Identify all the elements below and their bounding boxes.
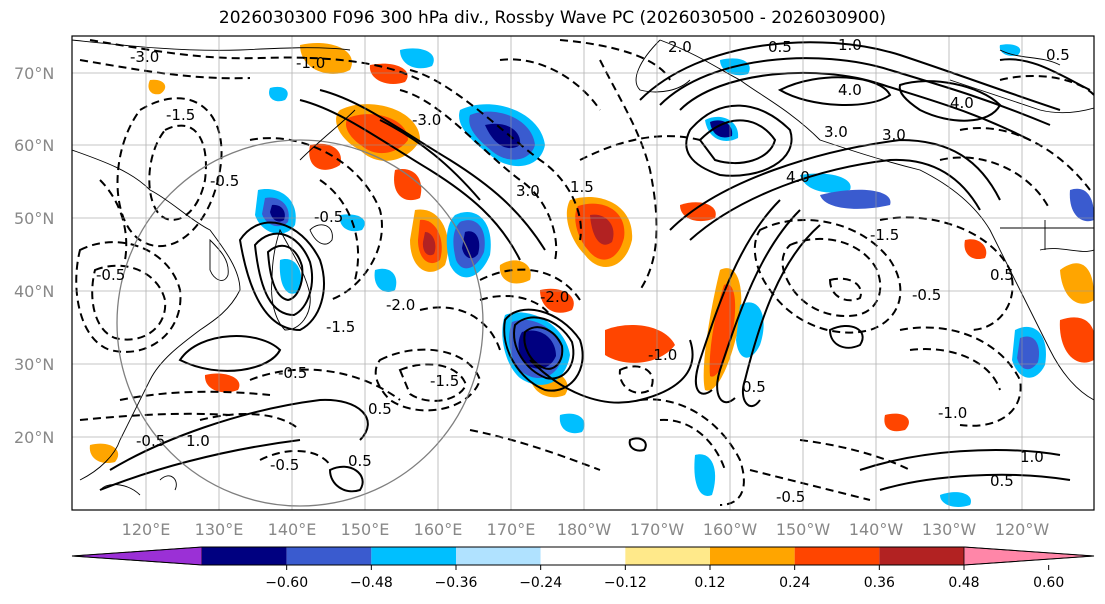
colorbar-segment <box>879 547 964 565</box>
svg-text:4.0: 4.0 <box>786 168 810 186</box>
colorbar-tick-label: 0.24 <box>779 575 810 591</box>
colorbar-segment <box>202 547 287 565</box>
svg-text:-0.5: -0.5 <box>776 488 805 506</box>
svg-text:0.5: 0.5 <box>348 452 372 470</box>
svg-text:-0.5: -0.5 <box>278 364 307 382</box>
colorbar-segment <box>286 547 372 565</box>
svg-text:-0.5: -0.5 <box>270 456 299 474</box>
gridlines <box>72 36 1094 510</box>
lon-label: 120°W <box>995 520 1050 539</box>
dashed-contours <box>75 39 1094 506</box>
colorbar-outline <box>71 546 1095 566</box>
colorbar-segment <box>540 547 626 565</box>
lat-label: 40°N <box>14 282 54 301</box>
colorbar-tick-label: −0.36 <box>435 575 478 591</box>
svg-text:2.0: 2.0 <box>668 38 692 56</box>
svg-text:-3.0: -3.0 <box>412 111 441 129</box>
lon-label: 180°W <box>557 520 612 539</box>
lat-label: 20°N <box>14 428 54 447</box>
svg-text:0.5: 0.5 <box>990 472 1014 490</box>
colorbar: −0.60 −0.48 −0.36 −0.24 −0.12 0.12 0.24 0.36 0.4… <box>71 546 1095 591</box>
colorbar-tick-label: −0.60 <box>265 575 308 591</box>
svg-text:-1.5: -1.5 <box>430 372 459 390</box>
svg-text:0.5: 0.5 <box>742 378 766 396</box>
svg-text:-1.0: -1.0 <box>938 404 967 422</box>
svg-text:-0.5: -0.5 <box>210 172 239 190</box>
lat-label: 70°N <box>14 64 54 83</box>
solid-contours <box>99 41 1091 493</box>
map-frame <box>71 35 1095 511</box>
lat-label: 60°N <box>14 136 54 155</box>
divergence-shading <box>89 42 1094 507</box>
map-title: 2026030300 F096 300 hPa div., Rossby Wav… <box>218 8 887 28</box>
svg-text:4.0: 4.0 <box>950 94 974 112</box>
rossby-wave-circle <box>116 139 484 507</box>
svg-text:0.5: 0.5 <box>768 38 792 56</box>
colorbar-segment <box>794 547 880 565</box>
lat-label: 50°N <box>14 209 54 228</box>
longitude-labels: 120°E 130°E 140°E 150°E 160°E 170°E 180°… <box>122 520 1050 539</box>
svg-text:3.0: 3.0 <box>824 123 848 141</box>
colorbar-tick-label: −0.24 <box>519 575 562 591</box>
svg-text:1.0: 1.0 <box>186 432 210 450</box>
svg-text:1.5: 1.5 <box>570 178 594 196</box>
lon-label: 140°E <box>268 520 317 539</box>
colorbar-segment <box>371 547 456 565</box>
colorbar-tick-label: −0.48 <box>350 575 393 591</box>
svg-text:4.0: 4.0 <box>838 81 862 99</box>
lat-label: 30°N <box>14 355 54 374</box>
svg-text:1.0: 1.0 <box>1020 448 1044 466</box>
svg-text:-1.5: -1.5 <box>326 318 355 336</box>
colorbar-tick-label: −0.12 <box>604 575 647 591</box>
svg-text:-0.5: -0.5 <box>96 266 125 284</box>
colorbar-segment <box>456 547 541 565</box>
svg-text:0.5: 0.5 <box>990 266 1014 284</box>
lon-label: 140°W <box>849 520 904 539</box>
svg-text:-2.0: -2.0 <box>540 288 569 306</box>
lon-label: 120°E <box>122 520 171 539</box>
svg-text:-1.5: -1.5 <box>870 226 899 244</box>
lon-label: 160°E <box>414 520 463 539</box>
svg-text:1.0: 1.0 <box>838 36 862 54</box>
lon-label: 170°E <box>487 520 536 539</box>
svg-text:-0.5: -0.5 <box>912 286 941 304</box>
colorbar-extend-min <box>71 546 203 566</box>
svg-text:-1.0: -1.0 <box>648 346 677 364</box>
svg-text:3.0: 3.0 <box>516 182 540 200</box>
colorbar-segment <box>710 547 795 565</box>
lon-label: 150°W <box>776 520 831 539</box>
svg-text:-1.0: -1.0 <box>296 54 325 72</box>
colorbar-tick-label: 0.60 <box>1033 575 1064 591</box>
colorbar-tick-label: 0.36 <box>864 575 895 591</box>
svg-text:-0.5: -0.5 <box>136 432 165 450</box>
colorbar-extend-max <box>963 546 1095 566</box>
colorbar-segment <box>625 547 710 565</box>
svg-text:-2.0: -2.0 <box>386 296 415 314</box>
lon-label: 130°E <box>195 520 244 539</box>
lon-label: 160°W <box>703 520 758 539</box>
map-background <box>72 36 1094 510</box>
lon-label: 130°W <box>922 520 977 539</box>
svg-text:3.0: 3.0 <box>882 126 906 144</box>
svg-text:-0.5: -0.5 <box>314 208 343 226</box>
svg-text:0.5: 0.5 <box>368 400 392 418</box>
contour-labels: 2.0 1.0 0.5 4.0 3.0 3.0 4.0 4.0 -1.5 -0.… <box>96 36 1070 506</box>
svg-text:-3.0: -3.0 <box>130 48 159 66</box>
latitude-labels: 70°N 60°N 50°N 40°N 30°N 20°N <box>14 64 54 447</box>
svg-text:0.5: 0.5 <box>1046 46 1070 64</box>
colorbar-tick-label: 0.12 <box>694 575 725 591</box>
lon-label: 170°W <box>630 520 685 539</box>
svg-text:-1.5: -1.5 <box>166 106 195 124</box>
colorbar-tick-label: 0.48 <box>948 575 979 591</box>
lon-label: 150°E <box>341 520 390 539</box>
coastlines <box>72 39 1094 496</box>
